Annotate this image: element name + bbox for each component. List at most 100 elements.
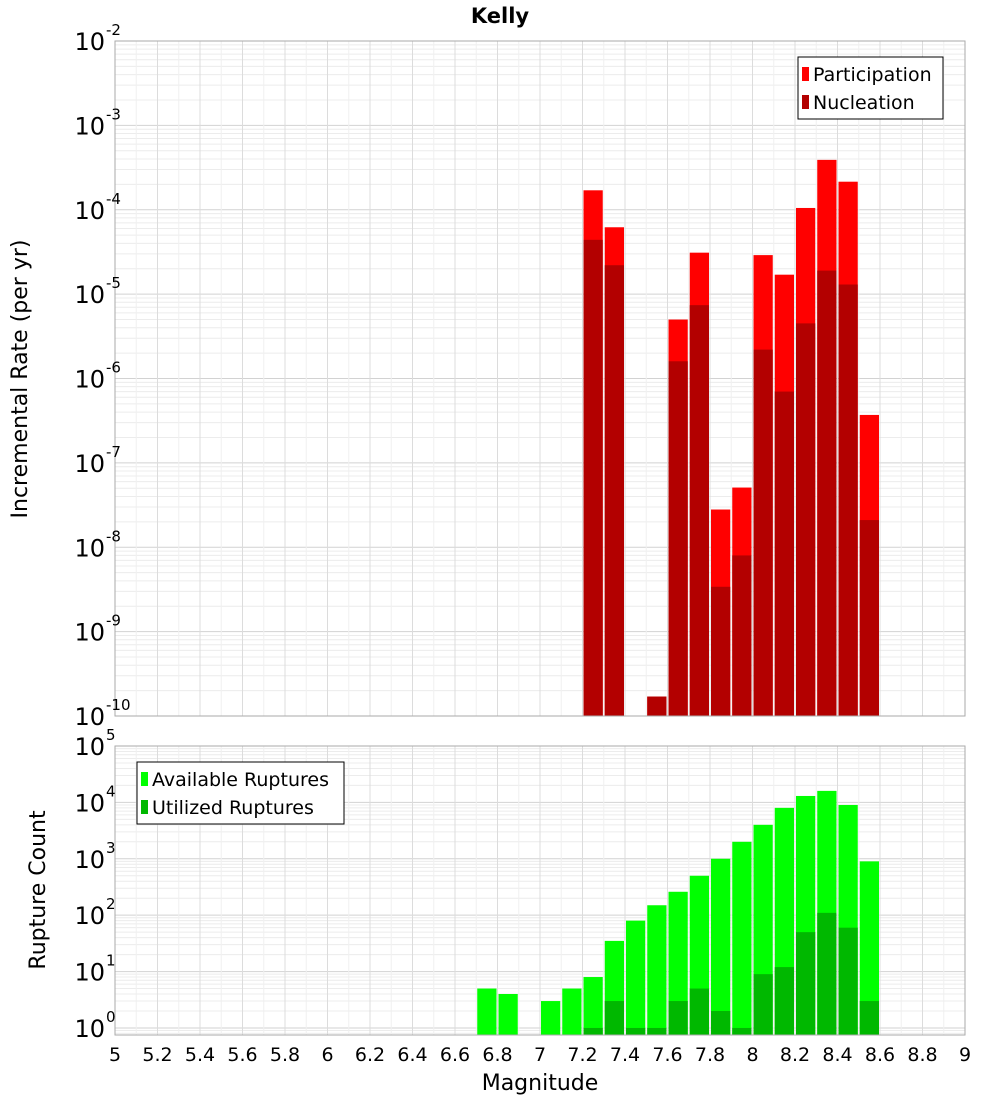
y-tick-label: 10 [74,28,105,56]
legend-label: Available Ruptures [152,769,329,791]
series-available-ruptures [477,790,879,1035]
legend: Available Ruptures Utilized Ruptures [136,761,345,825]
y-tick-label: 10 [74,1015,105,1043]
y-tick-label: 10 [74,902,105,930]
legend-label: Utilized Ruptures [152,797,314,819]
bar [838,284,858,716]
y-tick-exponent: -6 [106,359,121,377]
y-tick-exponent: -4 [106,190,121,208]
series-utilized-ruptures [583,912,879,1035]
x-tick-label: 8.2 [780,1044,810,1066]
bar [817,270,837,716]
y-tick-label: 10 [74,846,105,874]
plot-frame [114,40,966,717]
bar [732,1027,752,1035]
x-tick-label: 6.6 [440,1044,470,1066]
y-tick-label: 10 [74,959,105,987]
bar [796,323,816,716]
y-tick-label: 10 [74,789,105,817]
x-tick-label: 8 [746,1044,758,1066]
y-axis-label-count: Rupture Count [26,810,51,970]
y-tick-exponent: 1 [106,952,116,970]
y-axis-label-rate: Incremental Rate (per yr) [8,240,33,519]
y-tick-exponent: 2 [106,895,116,913]
x-tick-label: 6.4 [397,1044,427,1066]
legend-swatch [141,800,148,814]
legend: Participation Nucleation [797,56,944,120]
y-tick-label: 10 [74,197,105,225]
bar [626,920,646,1035]
series-nucleation [583,239,879,716]
bar [583,1027,603,1035]
y-tick-exponent: -2 [106,21,121,39]
legend-box [136,761,345,825]
plot-frame [114,745,966,1036]
bar [689,305,709,716]
bar [711,858,731,1035]
bar [562,988,582,1035]
x-tick-label: 5.6 [227,1044,257,1066]
y-tick-label: 10 [74,450,105,478]
legend-label: Participation [813,64,932,86]
chart-title: Kelly [471,4,530,28]
bar [604,1001,624,1035]
x-tick-label: 5.2 [142,1044,172,1066]
y-tick-exponent: 4 [106,782,116,800]
x-tick-label: 8.4 [822,1044,852,1066]
bar [859,520,879,716]
y-tick-exponent: -9 [106,612,121,630]
x-tick-label: 8.6 [865,1044,895,1066]
y-tick-exponent: 0 [106,1008,116,1026]
y-tick-exponent: 5 [106,726,116,744]
bar [711,1010,731,1035]
bar [774,391,794,716]
y-tick-exponent: -7 [106,443,121,461]
bar [796,932,816,1035]
legend-swatch [802,95,809,109]
bar [647,905,667,1035]
bar [711,586,731,716]
x-tick-label: 9 [959,1044,971,1066]
x-tick-label: 6 [321,1044,333,1066]
x-tick-label: 6.2 [355,1044,385,1066]
bar [668,1001,688,1035]
bar [626,1027,646,1035]
bar [689,988,709,1035]
bar [732,555,752,716]
x-tick-label: 7.6 [652,1044,682,1066]
bar [583,239,603,716]
bar [732,841,752,1035]
bar [604,265,624,716]
bar [859,1001,879,1035]
x-tick-label: 6.8 [482,1044,512,1066]
x-tick-label: 5.4 [185,1044,215,1066]
x-axis-ticks: 5 5.2 5.4 5.6 5.8 6 6.2 6.4 6.6 6.8 7 7.2 7.4 7.6 7.8 8… [109,1044,971,1066]
y-tick-label: 10 [74,733,105,761]
y-tick-exponent: -5 [106,274,121,292]
x-tick-label: 5 [109,1044,121,1066]
bar [753,974,773,1035]
y-tick-label: 10 [74,281,105,309]
y-tick-label: 10 [74,534,105,562]
bar [668,891,688,1035]
bar [647,1027,667,1035]
bar [583,977,603,1035]
bar [647,696,667,716]
bar [477,988,497,1035]
x-tick-label: 7.2 [567,1044,597,1066]
y-tick-label: 10 [74,366,105,394]
y-tick-exponent: -3 [106,105,121,123]
bar [541,1001,561,1035]
y-tick-exponent: 3 [106,839,116,857]
x-tick-label: 5.8 [270,1044,300,1066]
x-tick-label: 7 [534,1044,546,1066]
legend-swatch [141,772,148,786]
x-tick-label: 7.8 [695,1044,725,1066]
y-tick-exponent: -10 [106,696,131,714]
legend-label: Nucleation [813,92,915,114]
bar [817,912,837,1035]
